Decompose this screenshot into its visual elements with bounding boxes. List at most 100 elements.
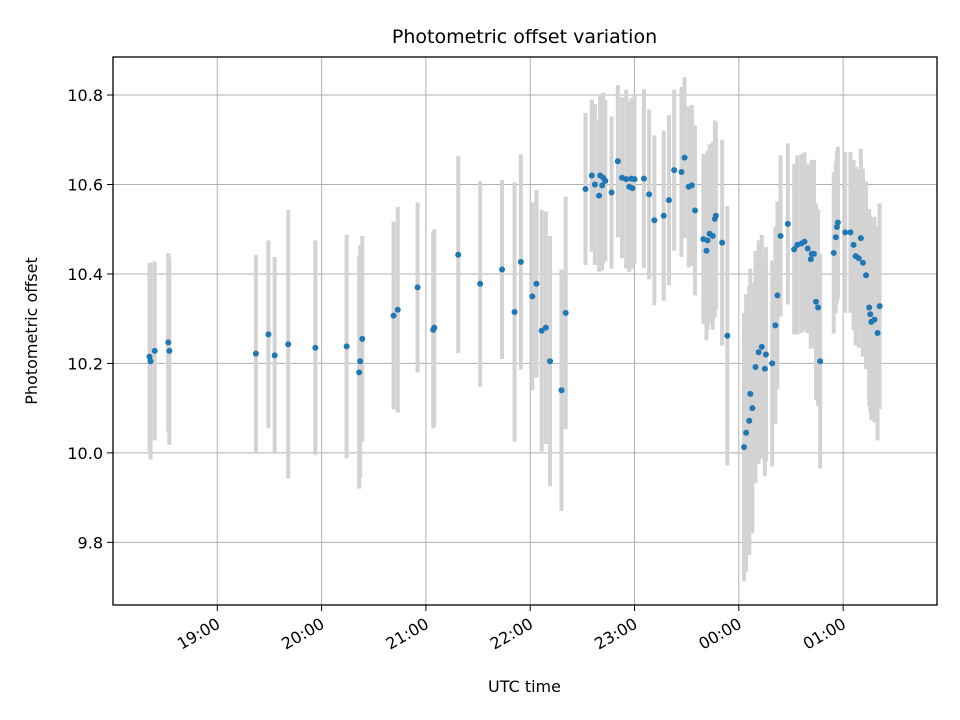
data-point [692,207,699,214]
data-point [688,182,695,189]
y-tick-label: 10.0 [67,444,103,463]
data-point [538,327,545,334]
y-tick-label: 10.8 [67,86,103,105]
data-point [252,350,259,357]
data-point [719,239,726,246]
data-point [704,237,711,244]
data-point [746,417,753,424]
data-point [855,255,862,262]
data-point [588,172,595,179]
data-point [876,303,883,310]
y-tick-label: 10.2 [67,354,103,373]
data-point [455,251,462,258]
y-tick-label: 10.4 [67,265,103,284]
data-point [511,308,518,315]
data-point [832,234,839,241]
data-point [660,212,667,219]
data-point [678,168,685,175]
data-point [784,220,791,227]
data-point [755,349,762,356]
data-point [394,306,401,313]
data-point [499,266,506,273]
data-point [265,331,272,338]
data-point [533,280,540,287]
data-point [749,405,756,412]
data-point [752,364,759,371]
data-point [703,247,710,254]
data-point [357,358,364,365]
data-point [359,335,366,342]
plot-frame [112,56,938,606]
data-point [791,246,798,253]
data-point [651,217,658,224]
data-point [599,182,606,189]
data-point [724,332,731,339]
data-point [285,341,292,348]
data-point [847,229,854,236]
data-point [151,347,158,354]
data-point [833,223,840,230]
data-point [390,312,397,319]
data-point [558,387,565,394]
data-point [842,229,849,236]
data-point [850,241,857,248]
data-point [356,369,363,376]
data-point [614,158,621,165]
data-point [712,212,719,219]
data-point [146,353,153,360]
data-point [769,360,776,367]
data-point [671,167,678,174]
data-point [646,191,653,198]
data-point [743,429,750,436]
data-point [741,444,748,451]
data-points [146,154,883,451]
data-point [830,249,837,256]
data-point [608,189,615,196]
data-point [414,284,421,291]
data-point [147,358,154,365]
data-point [867,311,874,318]
data-point [271,352,278,359]
data-point [834,219,841,226]
data-point [562,309,569,316]
chart-title: Photometric offset variation [392,26,657,48]
data-point [774,292,781,299]
data-point [859,259,866,266]
data-point [777,232,784,239]
data-point [871,316,878,323]
y-axis-label: Photometric offset [22,257,41,405]
data-point [709,232,716,239]
data-point [602,177,609,184]
data-point [165,339,172,346]
data-point [761,365,768,372]
data-point [640,175,647,182]
data-point [542,324,549,331]
data-point [166,347,173,354]
data-point [681,154,688,161]
y-tick-label: 10.6 [67,175,103,194]
data-point [813,298,820,305]
data-point [747,390,754,397]
data-point [874,330,881,337]
data-point [623,176,630,183]
data-point [582,185,589,192]
data-point [772,322,779,329]
data-point [517,258,524,265]
data-point [547,358,554,365]
data-point [629,185,636,192]
data-point [810,250,817,257]
data-point [596,192,603,199]
data-point [665,197,672,204]
data-point [758,343,765,350]
data-point [477,280,484,287]
data-point [807,256,814,263]
y-axis-ticks: 9.8 10.0 10.2 10.4 10.6 10.8 [67,86,113,552]
data-point [815,304,822,311]
data-point [529,293,536,300]
data-point [863,272,870,279]
data-point [631,176,638,183]
data-point [857,235,864,242]
x-axis-label: UTC time [488,677,561,696]
y-tick-label: 9.8 [78,533,103,552]
